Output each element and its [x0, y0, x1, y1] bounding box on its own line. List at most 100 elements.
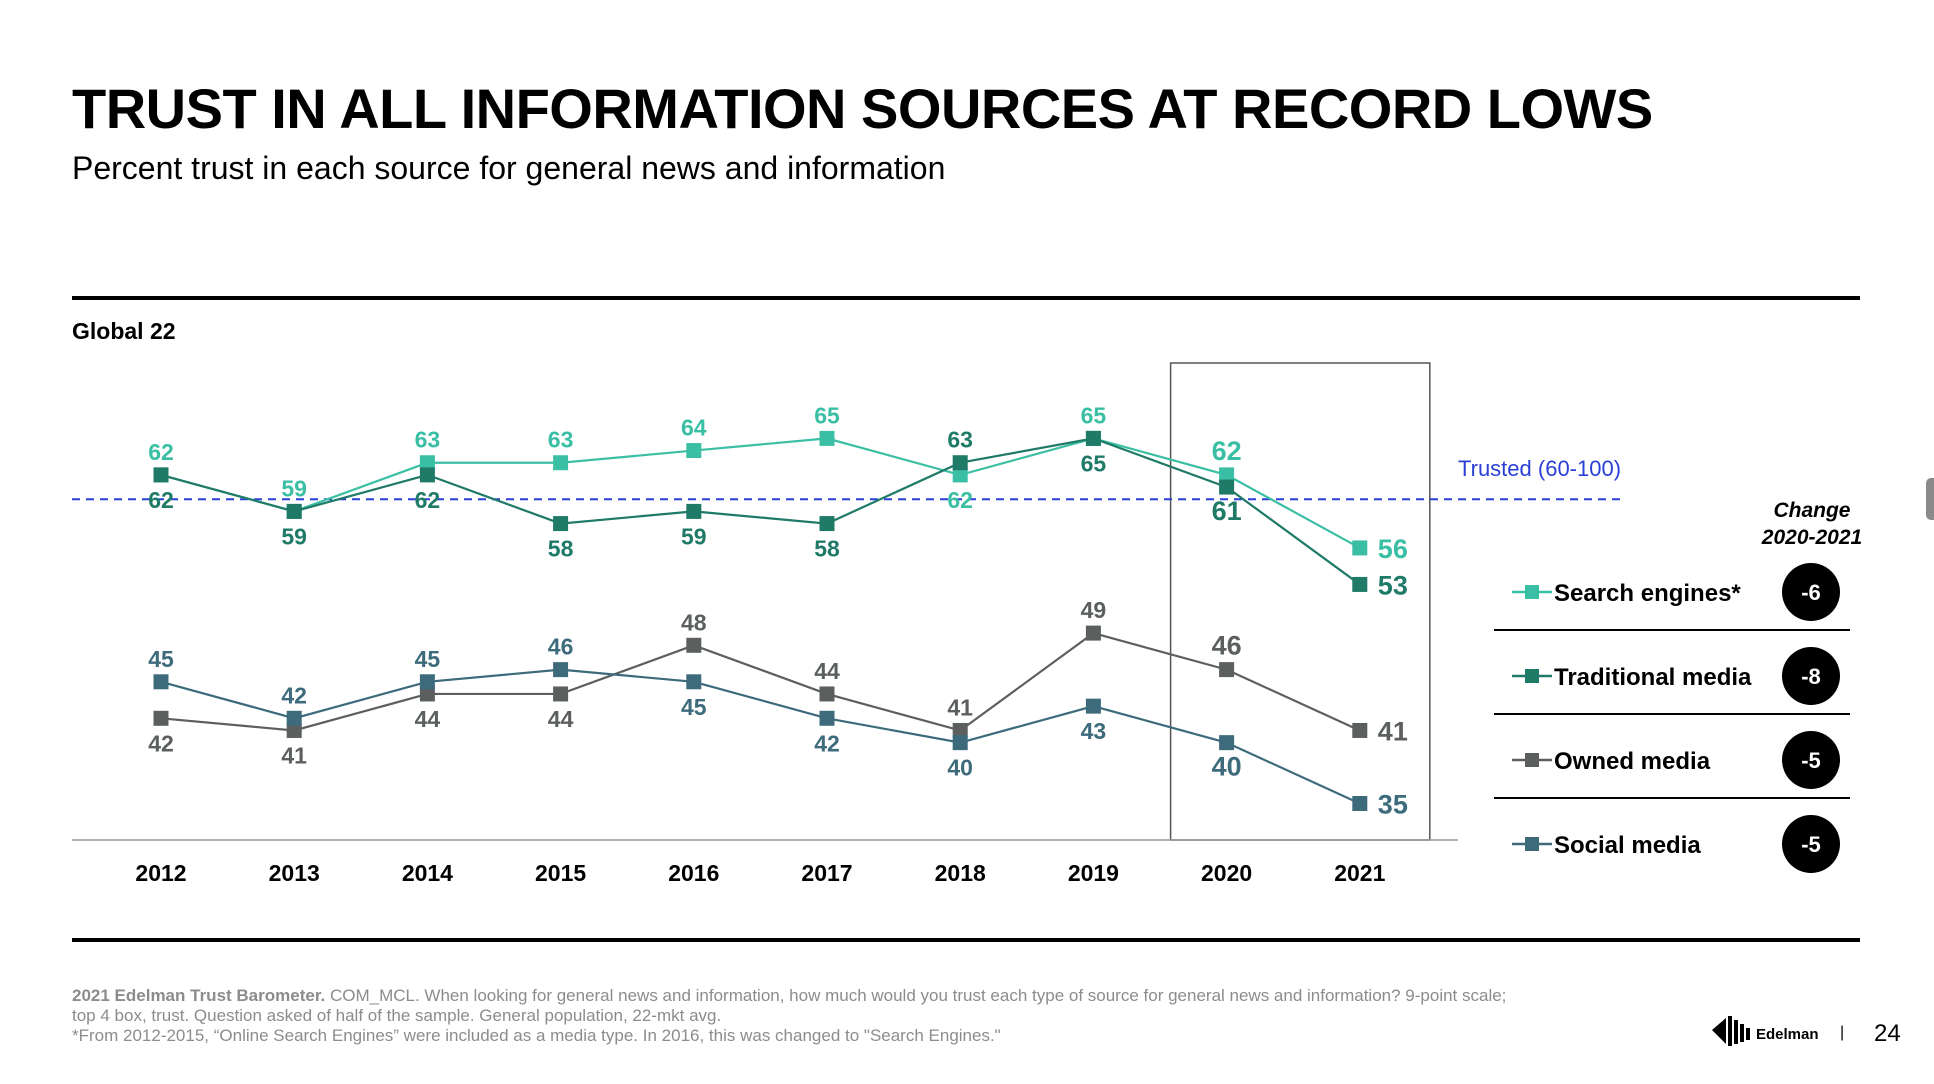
data-point: [553, 662, 569, 678]
footer-separator: |: [1840, 1024, 1845, 1041]
data-point: [819, 516, 835, 532]
data-point: [686, 503, 702, 519]
data-label: 44: [415, 706, 441, 732]
change-badge: [1782, 731, 1840, 789]
data-label: 41: [947, 694, 973, 720]
series-line: [160, 437, 1361, 549]
data-point: [952, 722, 968, 738]
data-label: 43: [1081, 718, 1107, 744]
top-divider: [72, 296, 1860, 300]
x-tick-label: 2015: [535, 860, 586, 886]
data-label: 42: [281, 682, 307, 708]
edelman-logo-icon: [1712, 1016, 1750, 1046]
legend-marker: [1525, 837, 1539, 851]
data-label: 61: [1212, 496, 1242, 526]
data-label: 48: [681, 609, 707, 635]
data-label: 35: [1378, 789, 1408, 819]
x-tick-label: 2019: [1068, 860, 1119, 886]
page-subtitle: Percent trust in each source for general…: [72, 150, 946, 186]
data-label: 59: [281, 475, 307, 501]
data-point: [686, 637, 702, 653]
reference-line-label: Trusted (60-100): [1458, 456, 1621, 481]
series-line: [160, 437, 1361, 586]
x-tick-label: 2012: [135, 860, 186, 886]
page-number: 24: [1874, 1020, 1901, 1047]
change-value: -6: [1801, 580, 1821, 605]
footnote-source: 2021 Edelman Trust Barometer.: [72, 986, 326, 1005]
data-label: 65: [1081, 450, 1107, 476]
data-label: 59: [281, 523, 307, 549]
series-line: [160, 631, 1361, 732]
data-point: [286, 503, 302, 519]
legend-label: Social media: [1554, 832, 1701, 859]
x-tick-label: 2013: [269, 860, 320, 886]
data-point: [553, 686, 569, 702]
data-point: [819, 430, 835, 446]
data-point: [1352, 576, 1368, 592]
data-label: 41: [1378, 716, 1408, 746]
data-label: 62: [947, 487, 973, 513]
legend-marker: [1525, 585, 1539, 599]
data-point: [153, 674, 169, 690]
change-badge: [1782, 563, 1840, 621]
data-label: 64: [681, 415, 707, 441]
data-point: [686, 443, 702, 459]
data-point: [952, 735, 968, 751]
data-point: [1219, 735, 1235, 751]
data-label: 53: [1378, 570, 1408, 600]
data-label: 45: [415, 646, 441, 672]
change-header-line2: 2020-2021: [1761, 526, 1863, 549]
data-point: [952, 467, 968, 483]
x-tick-label: 2018: [935, 860, 986, 886]
data-label: 62: [148, 487, 174, 513]
data-label: 45: [148, 646, 174, 672]
data-point: [1085, 625, 1101, 641]
x-tick-label: 2017: [801, 860, 852, 886]
side-tab[interactable]: [1926, 478, 1934, 520]
data-label: 65: [1081, 402, 1107, 428]
x-tick-label: 2016: [668, 860, 719, 886]
data-point: [153, 710, 169, 726]
data-label: 63: [947, 427, 973, 453]
data-label: 62: [148, 439, 174, 465]
data-label: 58: [548, 536, 574, 562]
change-header-line1: Change: [1773, 499, 1851, 522]
footnote: 2021 Edelman Trust Barometer. COM_MCL. W…: [72, 986, 1632, 1046]
data-label: 46: [548, 634, 574, 660]
footnote-question: COM_MCL. When looking for general news a…: [325, 986, 1507, 1005]
bottom-divider: [72, 938, 1860, 942]
region-label: Global 22: [72, 318, 176, 344]
x-tick-label: 2014: [402, 860, 453, 886]
data-point: [952, 455, 968, 471]
legend-label: Search engines*: [1554, 580, 1741, 607]
data-point: [1085, 698, 1101, 714]
change-header: Change 2020-2021: [1752, 497, 1872, 551]
legend-marker: [1525, 669, 1539, 683]
legend-label: Owned media: [1554, 748, 1711, 775]
data-label: 63: [548, 427, 574, 453]
page-title: TRUST IN ALL INFORMATION SOURCES AT RECO…: [72, 77, 1653, 140]
series-line: [160, 668, 1361, 805]
data-label: 40: [1212, 752, 1242, 782]
footnote-line2: top 4 box, trust. Question asked of half…: [72, 1006, 722, 1025]
data-point: [1219, 479, 1235, 495]
change-value: -5: [1801, 748, 1821, 773]
data-point: [153, 467, 169, 483]
data-point: [419, 674, 435, 690]
data-point: [1352, 722, 1368, 738]
data-label: 62: [1212, 436, 1242, 466]
data-label: 56: [1378, 534, 1408, 564]
data-label: 44: [548, 706, 574, 732]
legend-label: Traditional media: [1554, 664, 1752, 691]
data-point: [286, 710, 302, 726]
data-label: 62: [415, 487, 441, 513]
data-point: [286, 722, 302, 738]
logo-text: Edelman: [1756, 1026, 1819, 1043]
data-point: [819, 710, 835, 726]
data-point: [419, 455, 435, 471]
data-label: 40: [947, 755, 973, 781]
data-point: [1085, 430, 1101, 446]
data-label: 41: [281, 742, 307, 768]
data-point: [1219, 662, 1235, 678]
